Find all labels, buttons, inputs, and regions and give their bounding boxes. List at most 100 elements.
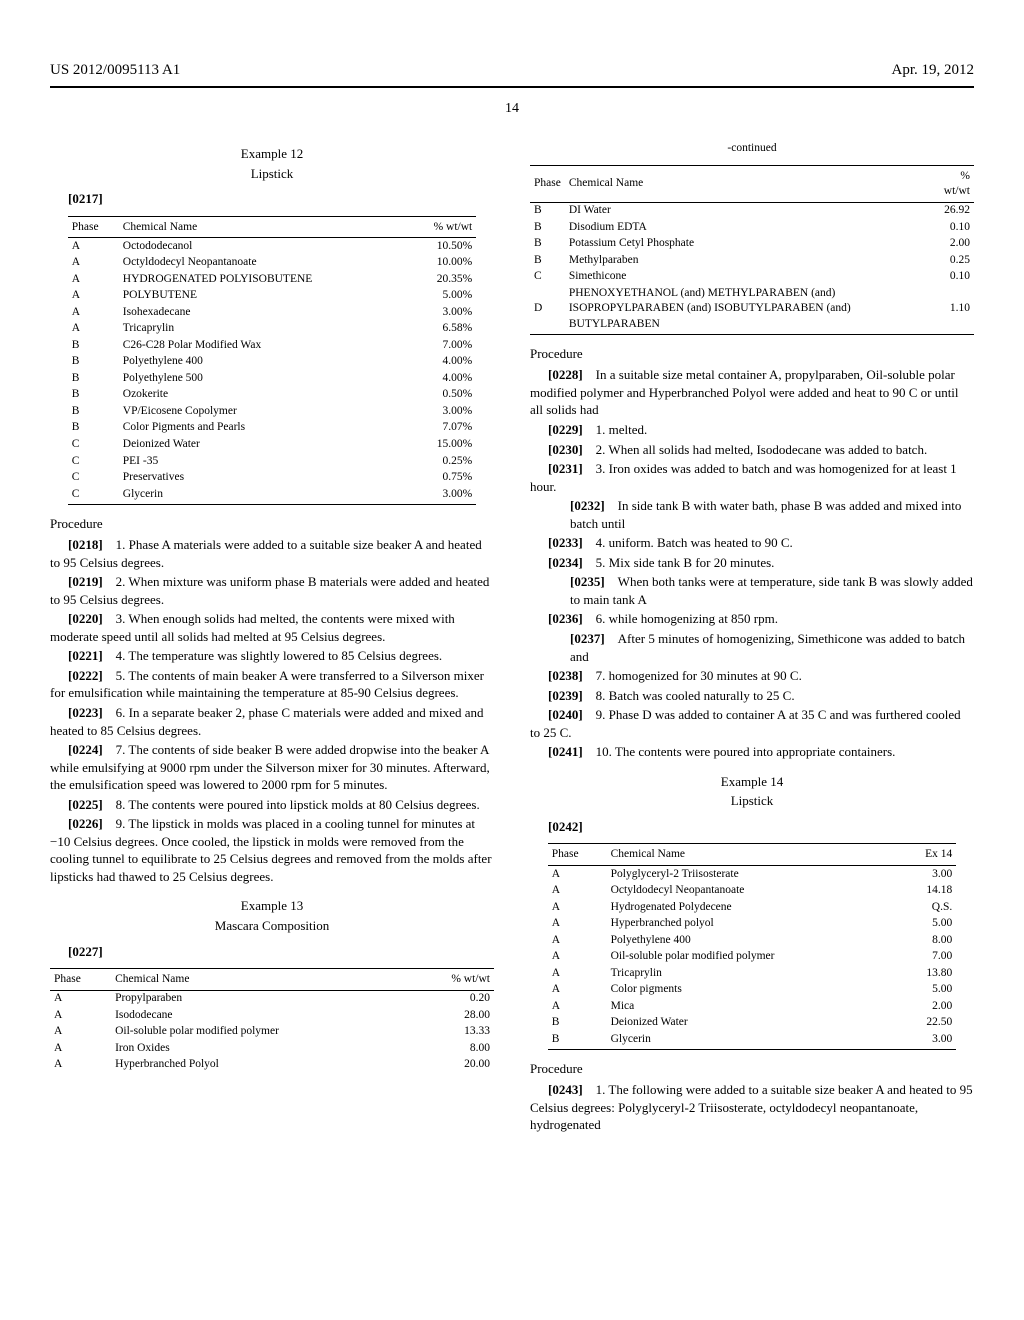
cell-phase: B (548, 1015, 607, 1032)
paragraph-0227: [0227] (50, 943, 494, 961)
cell-chemical: Deionized Water (607, 1015, 897, 1032)
para-num: [0232] (570, 498, 605, 513)
para-num: [0230] (548, 442, 583, 457)
table-row: BPolyethylene 4004.00% (68, 354, 476, 371)
cell-value: 20.00 (412, 1057, 494, 1074)
col-phase: Phase (548, 845, 607, 865)
cell-value: 3.00% (408, 403, 476, 420)
table-row: BOzokerite0.50% (68, 387, 476, 404)
procedure-step: [0234] 5. Mix side tank B for 20 minutes… (530, 554, 974, 572)
cell-value: 1.10 (934, 285, 974, 333)
cell-value: 8.00 (897, 932, 956, 949)
cell-chemical: Deionized Water (119, 436, 408, 453)
example-14-title: Example 14 (530, 773, 974, 791)
example-12-subtitle: Lipstick (50, 165, 494, 183)
table-row: BPolyethylene 5004.00% (68, 370, 476, 387)
cell-phase: A (68, 321, 119, 338)
para-num: [0221] (68, 648, 103, 663)
cell-chemical: Oil-soluble polar modified polymer (111, 1024, 412, 1041)
para-num: [0234] (548, 555, 583, 570)
procedure-step: [0232] In side tank B with water bath, p… (570, 497, 974, 532)
cell-chemical: Hyperbranched polyol (607, 916, 897, 933)
para-num: [0238] (548, 668, 583, 683)
cell-phase: C (68, 453, 119, 470)
cell-phase: A (50, 1024, 111, 1041)
procedure-step: [0239] 8. Batch was cooled naturally to … (530, 687, 974, 705)
cell-chemical: HYDROGENATED POLYISOBUTENE (119, 271, 408, 288)
cell-chemical: C26-C28 Polar Modified Wax (119, 337, 408, 354)
col-pct: % wt/wt (934, 167, 974, 203)
procedure-step: [0231] 3. Iron oxides was added to batch… (530, 460, 974, 495)
doc-date: Apr. 19, 2012 (892, 60, 975, 80)
cell-chemical: Hydrogenated Polydecene (607, 899, 897, 916)
procedure-step: [0224] 7. The contents of side beaker B … (50, 741, 494, 794)
cell-value: 2.00 (934, 236, 974, 253)
cell-phase: A (548, 949, 607, 966)
table-row: AIsohexadecane3.00% (68, 304, 476, 321)
cell-phase: C (530, 269, 565, 286)
table-row: BDeionized Water22.50 (548, 1015, 956, 1032)
cell-chemical: Color Pigments and Pearls (119, 420, 408, 437)
procedure-step: [0236] 6. while homogenizing at 850 rpm. (530, 610, 974, 628)
cell-phase: A (68, 255, 119, 272)
para-num: [0227] (68, 944, 103, 959)
table-row: CPEI -350.25% (68, 453, 476, 470)
cell-value: 0.10 (934, 269, 974, 286)
cell-chemical: Oil-soluble polar modified polymer (607, 949, 897, 966)
para-num: [0223] (68, 705, 103, 720)
col-pct: % wt/wt (408, 218, 476, 238)
table-example-14: Phase Chemical Name Ex 14 APolyglyceryl-… (548, 843, 956, 1049)
cell-chemical: Polyglyceryl-2 Triisosterate (607, 866, 897, 883)
table-row: AOctyldodecyl Neopantanoate10.00% (68, 255, 476, 272)
para-num: [0219] (68, 574, 103, 589)
paragraph-0217: [0217] (50, 190, 494, 208)
table-row: AOil-soluble polar modified polymer7.00 (548, 949, 956, 966)
para-num: [0222] (68, 668, 103, 683)
cell-value: 10.50% (408, 238, 476, 255)
procedure-step: [0222] 5. The contents of main beaker A … (50, 667, 494, 702)
procedure-step: [0233] 4. uniform. Batch was heated to 9… (530, 534, 974, 552)
para-num: [0243] (548, 1082, 583, 1097)
cell-phase: A (548, 965, 607, 982)
cell-chemical: VP/Eicosene Copolymer (119, 403, 408, 420)
cell-chemical: Preservatives (119, 470, 408, 487)
cell-value: 3.00% (408, 486, 476, 503)
cell-chemical: Tricaprylin (119, 321, 408, 338)
cell-value: 0.10 (934, 219, 974, 236)
procedure-step: [0243] 1. The following were added to a … (530, 1081, 974, 1134)
cell-value: 2.00 (897, 998, 956, 1015)
cell-chemical: Iron Oxides (111, 1040, 412, 1057)
para-num: [0242] (548, 819, 583, 834)
table-row: APropylparaben0.20 (50, 990, 494, 1007)
cell-value: 28.00 (412, 1007, 494, 1024)
cell-phase: B (68, 354, 119, 371)
cell-phase: C (68, 470, 119, 487)
table-row: AIsododecane28.00 (50, 1007, 494, 1024)
cell-phase: A (50, 1057, 111, 1074)
cell-value: 8.00 (412, 1040, 494, 1057)
table-row: ATricaprylin13.80 (548, 965, 956, 982)
table-row: BMethylparaben0.25 (530, 252, 974, 269)
cell-chemical: PEI -35 (119, 453, 408, 470)
procedure-step: [0228] In a suitable size metal containe… (530, 366, 974, 419)
para-num: [0220] (68, 611, 103, 626)
cell-phase: B (530, 236, 565, 253)
cell-chemical: Glycerin (607, 1031, 897, 1048)
col-phase: Phase (530, 167, 565, 203)
procedure-step: [0219] 2. When mixture was uniform phase… (50, 573, 494, 608)
cell-phase: A (548, 932, 607, 949)
procedure-step: [0230] 2. When all solids had melted, Is… (530, 441, 974, 459)
para-num: [0228] (548, 367, 583, 382)
cell-chemical: Mica (607, 998, 897, 1015)
cell-chemical: Methylparaben (565, 252, 934, 269)
cell-value: 22.50 (897, 1015, 956, 1032)
table-row: CGlycerin3.00% (68, 486, 476, 503)
cell-chemical: Tricaprylin (607, 965, 897, 982)
cell-chemical: Octyldodecyl Neopantanoate (607, 883, 897, 900)
para-num: [0217] (68, 191, 103, 206)
para-num: [0236] (548, 611, 583, 626)
cell-value: 3.00% (408, 304, 476, 321)
table-row: BDisodium EDTA0.10 (530, 219, 974, 236)
para-num: [0218] (68, 537, 103, 552)
example-14-subtitle: Lipstick (530, 792, 974, 810)
